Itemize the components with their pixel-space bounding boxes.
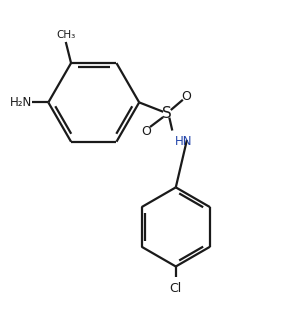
Text: H₂N: H₂N — [9, 96, 32, 109]
Text: S: S — [162, 106, 172, 121]
Text: HN: HN — [175, 135, 193, 147]
Text: O: O — [141, 125, 151, 137]
Text: Cl: Cl — [170, 282, 182, 295]
Text: CH₃: CH₃ — [56, 30, 75, 40]
Text: O: O — [181, 90, 191, 103]
